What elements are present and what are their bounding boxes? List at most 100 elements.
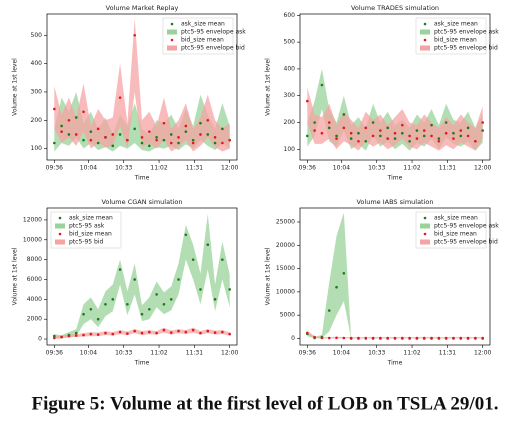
legend-swatch [423,232,427,236]
data-point [96,127,100,131]
data-point [474,139,477,143]
data-point [118,330,122,334]
y-tick-label: 0 [291,335,295,342]
legend-swatch [420,223,430,229]
data-point [422,129,426,132]
data-point [169,133,173,136]
envelope-band [54,18,230,152]
data-point [313,121,316,124]
data-point [67,334,71,338]
data-point [184,124,188,128]
data-point [379,336,382,340]
data-point [401,123,404,127]
legend-swatch [58,232,62,236]
data-point [96,141,100,145]
data-point [335,134,338,138]
x-tick-label: 10:33 [368,165,385,172]
x-tick-label: 11:31 [186,165,203,172]
envelope-band [307,87,483,151]
subplot: Volume Market Replay Time Volume at 1st le… [12,4,247,182]
data-point [342,113,346,116]
y-tick-label: 500 [284,39,296,46]
data-point [393,336,397,340]
legend-swatch [170,38,174,42]
data-point [162,121,166,125]
plot-frame [46,13,238,161]
data-point [393,131,397,135]
subplot: Volume TRADES simulation Time Volume at 1s… [265,4,500,182]
y-tick-label: 12000 [23,216,42,223]
data-point [89,138,93,142]
data-point [126,332,129,335]
data-point [437,336,441,340]
data-point [357,131,360,135]
data-point [140,312,144,316]
y-tick-label: 300 [31,88,43,95]
data-point [327,336,331,340]
data-point [349,137,353,140]
data-point [474,336,477,340]
data-point [74,331,78,335]
data-point [148,330,151,334]
y-tick-label: 500 [31,32,43,39]
data-point [191,138,195,142]
legend-swatch [423,216,427,220]
y-tick-label: 400 [31,60,43,67]
legend-swatch [55,223,65,229]
data-point [82,312,85,316]
data-point [452,137,455,140]
data-point [74,133,78,136]
data-point [459,134,463,138]
subplot-title: Volume CGAN simulation [101,198,182,206]
data-point [118,268,122,271]
data-point [327,121,331,124]
x-tick-label: 11:31 [186,350,203,357]
x-tick-label: 12:00 [474,165,491,172]
data-point [162,328,166,332]
data-point [335,336,338,340]
y-tick-label: 400 [284,65,296,72]
y-tick-label: 300 [284,92,296,99]
data-point [169,141,173,145]
x-tick-label: 11:02 [150,350,167,357]
data-point [364,336,368,340]
legend-label: ptc5-95 envelope bid [181,45,245,52]
legend-swatch [55,239,65,245]
data-point [53,334,56,338]
data-point [184,233,188,237]
envelope-band [307,331,483,339]
data-point [306,99,309,103]
data-point [148,144,151,148]
data-point [401,336,404,340]
legend-swatch [423,22,427,26]
legend-label: ptc5-95 bid [69,239,103,246]
data-point [60,335,63,339]
legend-label: bid_size mean [181,37,224,44]
data-point [342,336,346,340]
data-point [206,329,210,333]
data-point [335,285,338,289]
x-tick-label: 12:00 [474,350,491,357]
x-tick-label: 10:04 [333,165,350,172]
data-point [342,126,346,130]
y-tick-label: 10000 [23,236,42,243]
y-tick-label: 600 [284,12,296,19]
data-point [349,336,353,340]
data-point [437,139,441,143]
data-point [191,141,195,145]
data-point [452,336,455,340]
data-point [327,309,331,312]
data-point [422,336,426,340]
x-tick-label: 10:33 [368,350,385,357]
data-point [228,288,231,291]
subplot-title: Volume IABS simulation [356,198,433,206]
data-point [481,121,484,124]
data-point [177,141,180,145]
data-point [335,137,338,140]
y-axis-label: Volume at 1st level [265,58,272,116]
data-point [111,298,115,301]
data-point [177,329,180,333]
data-point [213,136,217,139]
y-axis-label: Volume at 1st level [12,247,19,305]
